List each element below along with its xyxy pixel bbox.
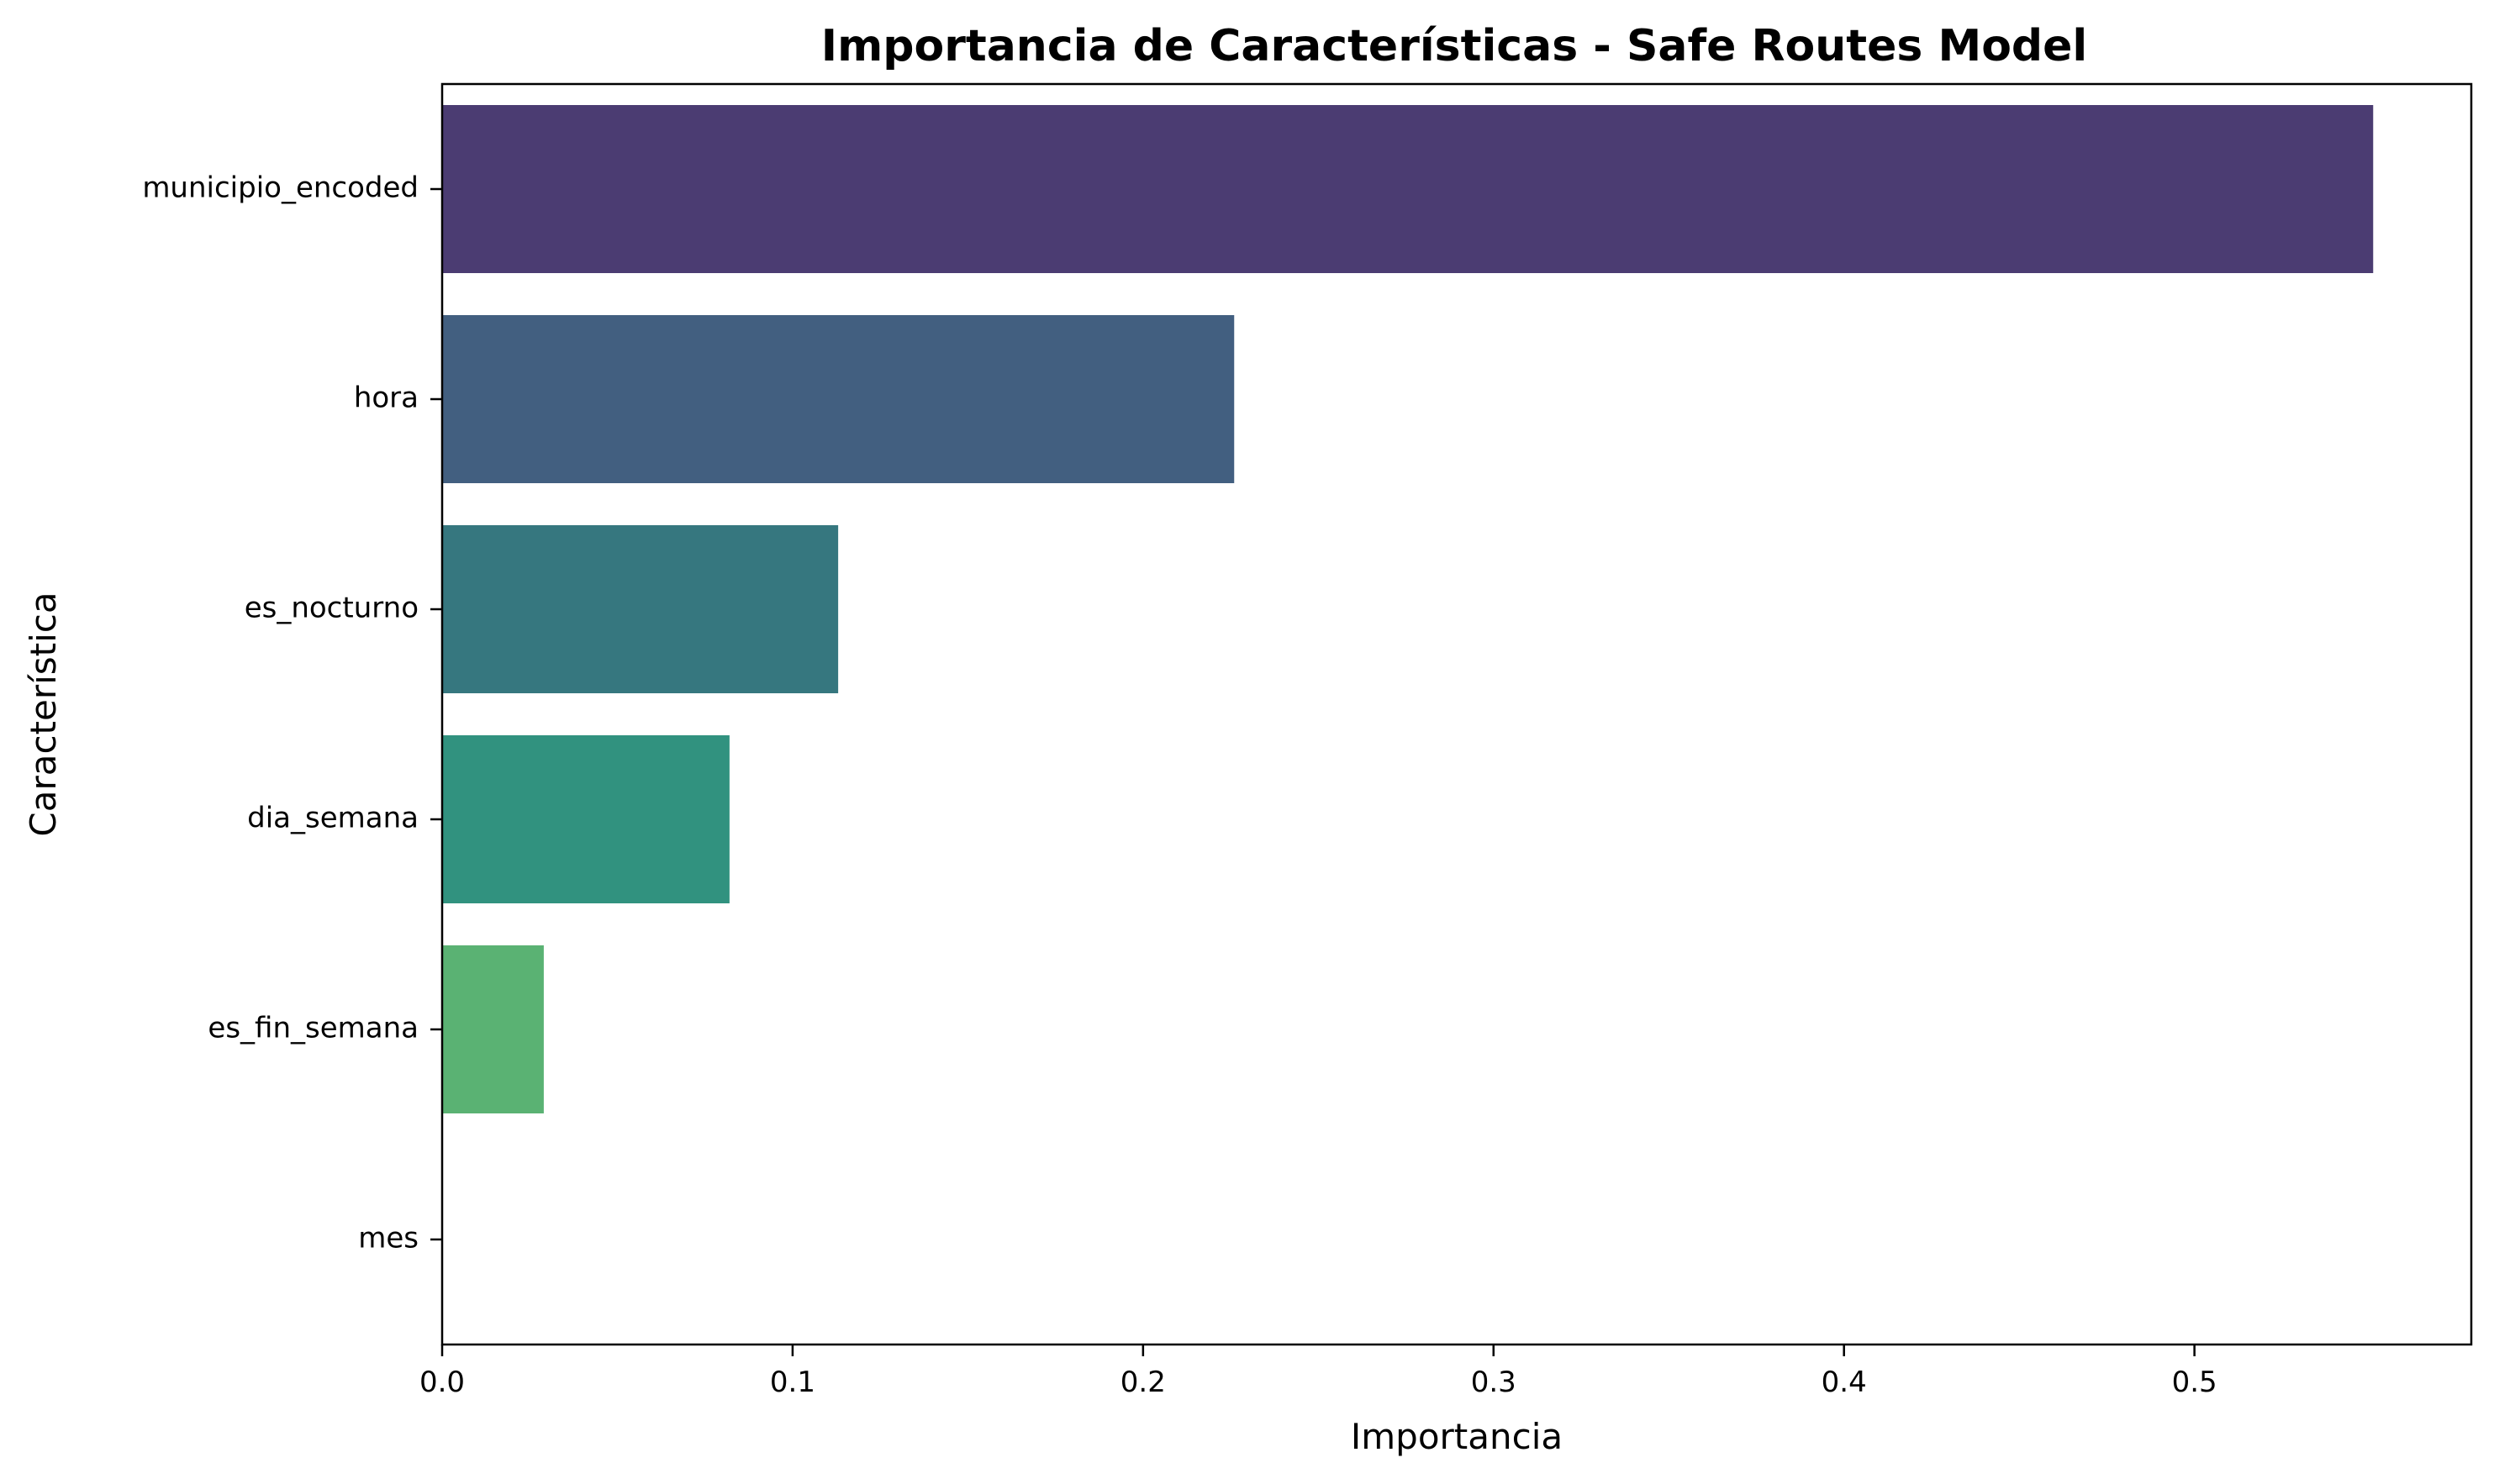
x-tick-group: 0.0 0.1 0.2 0.3 0.4 0.5: [419, 1345, 2217, 1399]
y-tick-label: es_fin_semana: [208, 1012, 419, 1045]
x-tick-label: 0.5: [2172, 1366, 2217, 1399]
y-tick-label: dia_semana: [247, 802, 419, 835]
x-tick-label: 0.0: [419, 1366, 465, 1399]
y-tick-label: hora: [354, 382, 419, 415]
y-tick-label: municipio_encoded: [142, 171, 419, 205]
bar-es-fin-semana: [442, 945, 544, 1113]
y-tick-label: es_nocturno: [245, 592, 419, 625]
x-tick-label: 0.2: [1120, 1366, 1166, 1399]
bar-es-nocturno: [442, 525, 839, 693]
plot-frame: [440, 82, 2473, 1346]
x-tick-label: 0.4: [1822, 1366, 1867, 1399]
y-axis-label: Característica: [23, 592, 64, 836]
bar-hora: [442, 315, 1235, 483]
chart-title: Importancia de Características - Safe Ro…: [821, 21, 2088, 71]
x-axis-label: Importancia: [1351, 1416, 1563, 1457]
bars-group: [442, 105, 2374, 1113]
x-tick-label: 0.3: [1471, 1366, 1516, 1399]
bar-dia-semana: [442, 735, 730, 903]
x-tick-label: 0.1: [770, 1366, 815, 1399]
y-tick-label: mes: [358, 1222, 419, 1255]
bar-municipio-encoded: [442, 105, 2374, 273]
